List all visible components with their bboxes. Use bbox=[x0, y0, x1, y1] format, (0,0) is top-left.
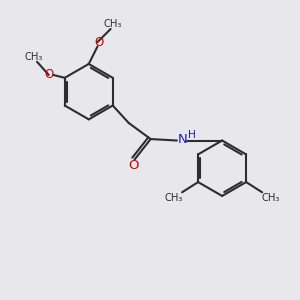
Text: N: N bbox=[177, 133, 187, 146]
Text: H: H bbox=[188, 130, 195, 140]
Text: O: O bbox=[128, 159, 138, 172]
Text: CH₃: CH₃ bbox=[25, 52, 43, 61]
Text: CH₃: CH₃ bbox=[104, 19, 122, 29]
Text: O: O bbox=[44, 68, 53, 81]
Text: CH₃: CH₃ bbox=[165, 193, 183, 202]
Text: CH₃: CH₃ bbox=[261, 193, 280, 202]
Text: O: O bbox=[94, 36, 104, 49]
